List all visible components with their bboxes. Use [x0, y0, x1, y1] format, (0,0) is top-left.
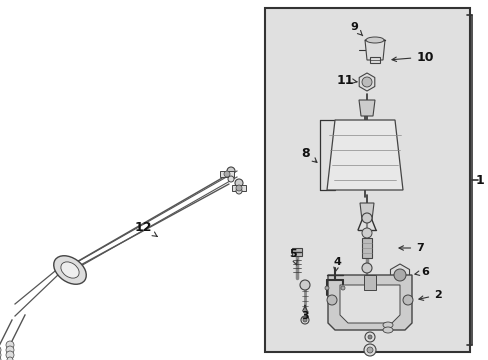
Text: 1: 1 [475, 174, 484, 186]
Text: 9: 9 [349, 22, 362, 36]
Circle shape [364, 332, 374, 342]
Bar [363, 275, 375, 290]
Bar [264, 8, 469, 352]
Circle shape [0, 346, 1, 354]
Text: 8: 8 [301, 147, 316, 162]
Circle shape [299, 280, 309, 290]
Circle shape [0, 356, 1, 360]
Text: 2: 2 [418, 290, 441, 300]
Circle shape [361, 77, 371, 87]
Bar [231, 185, 245, 191]
Ellipse shape [61, 262, 79, 278]
Circle shape [226, 167, 235, 175]
Circle shape [361, 228, 371, 238]
Circle shape [367, 335, 371, 339]
Text: 3: 3 [301, 305, 308, 321]
Circle shape [7, 357, 13, 360]
Circle shape [325, 286, 328, 290]
Circle shape [236, 188, 242, 194]
Circle shape [303, 318, 306, 322]
Text: 10: 10 [391, 50, 433, 63]
Circle shape [0, 351, 1, 359]
Circle shape [6, 346, 14, 354]
Polygon shape [327, 275, 411, 330]
Circle shape [361, 213, 371, 223]
Circle shape [366, 347, 372, 353]
Circle shape [6, 351, 14, 359]
Circle shape [326, 295, 336, 305]
Circle shape [224, 171, 229, 177]
Text: 12: 12 [134, 220, 157, 237]
Text: 5: 5 [288, 249, 297, 265]
Circle shape [235, 179, 243, 187]
Circle shape [6, 341, 14, 349]
Circle shape [340, 286, 345, 290]
Circle shape [227, 176, 234, 182]
Polygon shape [339, 285, 399, 323]
Bar [361, 238, 371, 258]
Ellipse shape [382, 322, 392, 328]
Text: 11: 11 [336, 73, 356, 86]
Text: 7: 7 [398, 243, 423, 253]
Ellipse shape [365, 37, 383, 43]
Bar [291, 248, 302, 256]
Circle shape [402, 295, 412, 305]
Text: 4: 4 [332, 257, 340, 273]
Polygon shape [359, 203, 373, 220]
Circle shape [236, 185, 242, 191]
Polygon shape [390, 264, 408, 286]
Polygon shape [358, 100, 374, 116]
Bar [369, 57, 379, 63]
Text: 6: 6 [414, 267, 428, 277]
Ellipse shape [382, 327, 392, 333]
Ellipse shape [54, 256, 86, 284]
Circle shape [363, 344, 375, 356]
Polygon shape [326, 120, 402, 190]
Bar [220, 171, 234, 177]
Circle shape [361, 263, 371, 273]
Polygon shape [364, 40, 384, 60]
Circle shape [393, 269, 405, 281]
Polygon shape [359, 73, 374, 91]
